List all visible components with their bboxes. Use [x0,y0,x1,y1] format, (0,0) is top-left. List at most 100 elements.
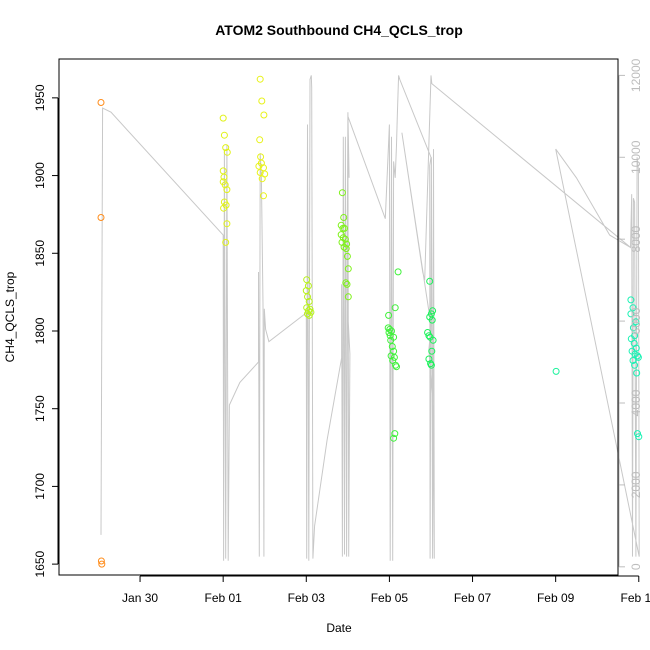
y-tick-label: 1750 [33,395,47,422]
data-point [256,169,264,176]
data-point [305,298,313,305]
data-point [428,316,436,324]
y-axis-label: CH4_QCLS_trop [3,271,17,362]
data-point [429,336,437,344]
y2-tick-label: 4000 [629,389,643,416]
data-point [428,347,436,355]
data-point [220,131,228,139]
x-axis-label: Date [326,621,352,635]
data-point [223,186,231,194]
data-point [425,355,433,363]
data-point [429,307,437,315]
y-axis-right: 0 2000 4000 6000 8000 10000 12000 [618,58,643,570]
data-point [427,361,435,369]
x-tick-label: Feb 03 [288,591,326,605]
y2-tick-label: 10000 [629,140,643,174]
y-tick-label: 1650 [33,550,47,577]
data-point [635,433,643,441]
data-point [631,361,639,369]
data-point [223,220,231,228]
data-point [258,175,266,183]
y2-tick-label: 6000 [629,307,643,334]
data-point [305,311,313,319]
y2-tick-label: 8000 [629,226,643,253]
x-tick-label: Feb 05 [371,591,409,605]
altitude-trace [100,75,640,561]
data-point [304,293,311,301]
data-point [629,357,637,364]
x-tick-label: Feb 11 [621,591,650,605]
chart-title: ATOM2 Southbound CH4_QCLS_trop [215,22,463,38]
data-point [387,336,395,344]
y-tick-label: 1850 [33,240,47,267]
data-point [390,434,398,442]
data-point [219,114,227,122]
data-point [221,181,229,189]
y2-tick-label: 0 [629,563,643,570]
data-point [223,148,231,156]
data-point [392,361,400,369]
data-point [340,243,348,251]
data-point [304,310,311,318]
data-point [388,343,396,350]
x-tick-label: Jan 30 [122,591,158,605]
data-point [386,332,394,340]
data-points [97,75,643,568]
data-point [634,353,642,361]
data-point [338,189,346,197]
x-tick-label: Feb 09 [537,591,575,605]
data-point [393,363,400,371]
y2-tick-label: 12000 [629,58,643,92]
data-point [220,173,228,181]
data-point [222,238,230,246]
data-point [260,192,267,200]
data-point [222,144,230,152]
data-point [629,304,637,312]
data-point [632,318,640,326]
altitude-lines [100,75,640,561]
data-point [391,430,399,438]
y-tick-label: 1950 [33,84,47,111]
y2-tick-label: 2000 [629,471,643,498]
data-point [340,214,348,221]
data-point [260,111,268,119]
data-point [342,245,350,253]
data-point [97,557,105,565]
data-point [385,311,393,319]
data-point [343,280,351,288]
data-point [343,252,351,260]
data-point [97,214,105,221]
data-point [344,293,352,301]
x-tick-label: Feb 07 [454,591,492,605]
data-point [425,332,433,340]
data-point [339,234,347,242]
data-point [552,367,560,375]
data-point [629,324,637,332]
data-point [97,99,105,106]
data-point [256,136,264,144]
data-point [255,162,263,170]
data-point [220,204,228,212]
data-point [342,279,350,287]
data-point [391,304,399,312]
data-point [387,352,395,360]
x-tick-label: Feb 01 [204,591,242,605]
y-axis-left: 1650 1700 1750 1800 1850 1900 1950 [33,84,59,577]
data-point [634,430,641,438]
data-point [633,369,641,377]
plot-frame [58,58,619,576]
data-point [627,310,635,318]
data-point [98,560,106,568]
data-point [344,265,352,273]
data-point [634,352,641,360]
data-point [627,296,635,304]
data-point [258,97,266,105]
y-tick-label: 1800 [33,317,47,344]
data-point [426,277,434,285]
y-tick-label: 1700 [33,473,47,500]
y-tick-label: 1900 [33,162,47,189]
data-point [394,268,402,276]
data-point [303,276,311,284]
